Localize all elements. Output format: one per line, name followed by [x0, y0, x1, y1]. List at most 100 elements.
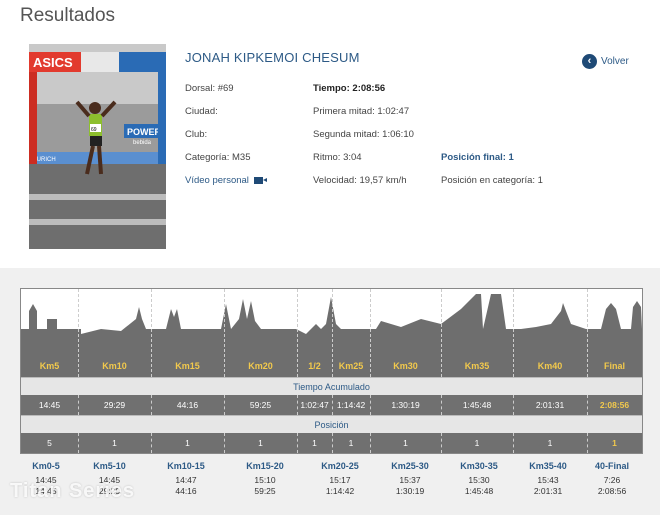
column-separator [370, 289, 371, 377]
partial-total-time: 1:30:19 [395, 486, 425, 496]
zurich-text: ZURICH [33, 157, 56, 163]
partial-column: Km35-40 15:43 2:01:31 [513, 459, 583, 497]
posicion-cell: 1 [312, 438, 317, 448]
dorsal: Dorsal: #69 [185, 83, 234, 94]
partial-label: Km15-20 [246, 461, 284, 471]
banner-right-text: POWER [127, 127, 162, 137]
bib-number: 69 [91, 127, 97, 133]
column-separator [587, 433, 588, 453]
partial-column: 40-Final 7:26 2:08:56 [583, 459, 641, 497]
column-separator [587, 289, 588, 377]
posicion-cell: 1 [612, 438, 617, 448]
segunda-mitad: Segunda mitad: 1:06:10 [313, 129, 414, 140]
partial-label: Km5-10 [93, 461, 126, 471]
checkpoint-label: Km5 [39, 361, 60, 371]
partial-label: Km25-30 [391, 461, 429, 471]
column-separator [224, 433, 225, 453]
acumulado-cell: 14:45 [38, 400, 61, 410]
banner-left-text: ASICS [33, 55, 73, 70]
posicion-header: Posición [21, 415, 642, 433]
partial-label: 40-Final [594, 461, 629, 471]
video-link-label: Vídeo personal [185, 175, 249, 186]
column-separator [297, 289, 298, 377]
barcelona-skyline [21, 294, 642, 377]
partial-column: Km0-5 14:45 14:45 [20, 459, 72, 497]
partial-label: Km20-25 [321, 461, 359, 471]
video-link[interactable]: Vídeo personal [185, 175, 267, 186]
checkpoint-label: 1/2 [308, 361, 321, 371]
tiempo: Tiempo: 2:08:56 [313, 83, 386, 94]
banner-sub-text: bebida [133, 140, 152, 146]
partial-split-time: 15:17 [329, 475, 351, 485]
posicion-categoria: Posición en categoría: 1 [441, 175, 543, 186]
finish-line-photo: ASICS POWER bebida ZURICH 69 [29, 44, 166, 249]
column-separator [78, 433, 79, 453]
athlete-name: JONAH KIPKEMOI CHESUM [185, 50, 360, 65]
skyline-header: Km5 Km10 Km15 Km20 1/2 Km25 Km30 Km35 Km40 Final [21, 289, 642, 377]
column-separator [151, 395, 152, 415]
partial-splits: Km0-5 14:45 14:45 Km5-10 14:45 29:29 Km10-15 14… [20, 459, 643, 509]
posicion-cell: 1 [474, 438, 480, 448]
partial-total-time: 2:01:31 [533, 486, 563, 496]
column-separator [513, 395, 514, 415]
page-title: Resultados [20, 5, 116, 26]
posicion-cell: 1 [403, 438, 408, 448]
back-button[interactable]: ‹ Volver [582, 54, 629, 69]
column-separator [441, 433, 442, 453]
acumulado-cell: 1:02:47 [300, 400, 329, 410]
partial-split-time: 14:45 [35, 475, 57, 485]
acumulado-cell: 2:01:31 [535, 400, 565, 410]
column-separator [78, 289, 79, 377]
partial-total-time: 14:45 [35, 486, 57, 496]
checkpoint-label: Km35 [464, 361, 490, 371]
partial-split-time: 14:45 [98, 475, 121, 485]
column-separator [224, 395, 225, 415]
partial-total-time: 29:29 [98, 486, 121, 496]
checkpoint-label: Final [603, 361, 625, 371]
back-label: Volver [601, 56, 629, 67]
checkpoint-label: Km15 [175, 361, 200, 371]
runner-figure: 69 [75, 100, 117, 175]
checkpoint-label: Km40 [537, 361, 563, 371]
acumulado-cell: 44:16 [176, 400, 199, 410]
ritmo: Ritmo: 3:04 [313, 152, 362, 163]
checkpoint-label: Km10 [102, 361, 127, 371]
partial-column: Km15-20 15:10 59:25 [225, 459, 305, 497]
partial-column: Km5-10 14:45 29:29 [72, 459, 147, 497]
acumulado-row: 14:45 29:29 44:16 59:25 1:02:47 1:14:42 1:30:1… [21, 395, 642, 415]
partial-total-time: 1:45:48 [464, 486, 494, 496]
column-separator [332, 395, 333, 415]
partial-label: Km30-35 [460, 461, 498, 471]
partial-label: Km0-5 [32, 461, 60, 471]
column-separator [78, 395, 79, 415]
column-separator [151, 433, 152, 453]
partial-column: Km25-30 15:37 1:30:19 [375, 459, 445, 497]
column-separator [370, 395, 371, 415]
checkpoint-label: Km30 [393, 361, 418, 371]
column-separator [441, 289, 442, 377]
splits-table: Km5 Km10 Km15 Km20 1/2 Km25 Km30 Km35 Km40 Final … [20, 288, 643, 454]
partial-split-time: 14:47 [175, 475, 197, 485]
column-separator [587, 395, 588, 415]
posicion-cell: 1 [185, 438, 190, 448]
checkpoint-label: Km20 [248, 361, 273, 371]
partial-total-time: 44:16 [175, 486, 197, 496]
column-separator [151, 289, 152, 377]
partial-label: Km10-15 [167, 461, 205, 471]
posicion-final: Posición final: 1 [441, 152, 514, 163]
video-camera-icon [253, 176, 267, 184]
column-separator [513, 289, 514, 377]
athlete-photo: ASICS POWER bebida ZURICH 69 [29, 44, 166, 249]
column-separator [370, 433, 371, 453]
posicion-row: 5 1 1 1 1 1 1 1 1 1 [21, 433, 642, 453]
acumulado-cell: 1:14:42 [336, 400, 366, 410]
acumulado-cell: 1:30:19 [391, 400, 420, 410]
watermark: Titan Series [10, 480, 136, 502]
velocidad: Velocidad: 19,57 km/h [313, 175, 407, 186]
column-separator [441, 395, 442, 415]
partial-column: Km20-25 15:17 1:14:42 [305, 459, 375, 497]
partial-label: Km35-40 [529, 461, 567, 471]
partial-split-time: 7:26 [603, 475, 621, 485]
acumulado-cell: 2:08:56 [599, 400, 630, 410]
partial-split-time: 15:30 [468, 475, 490, 485]
